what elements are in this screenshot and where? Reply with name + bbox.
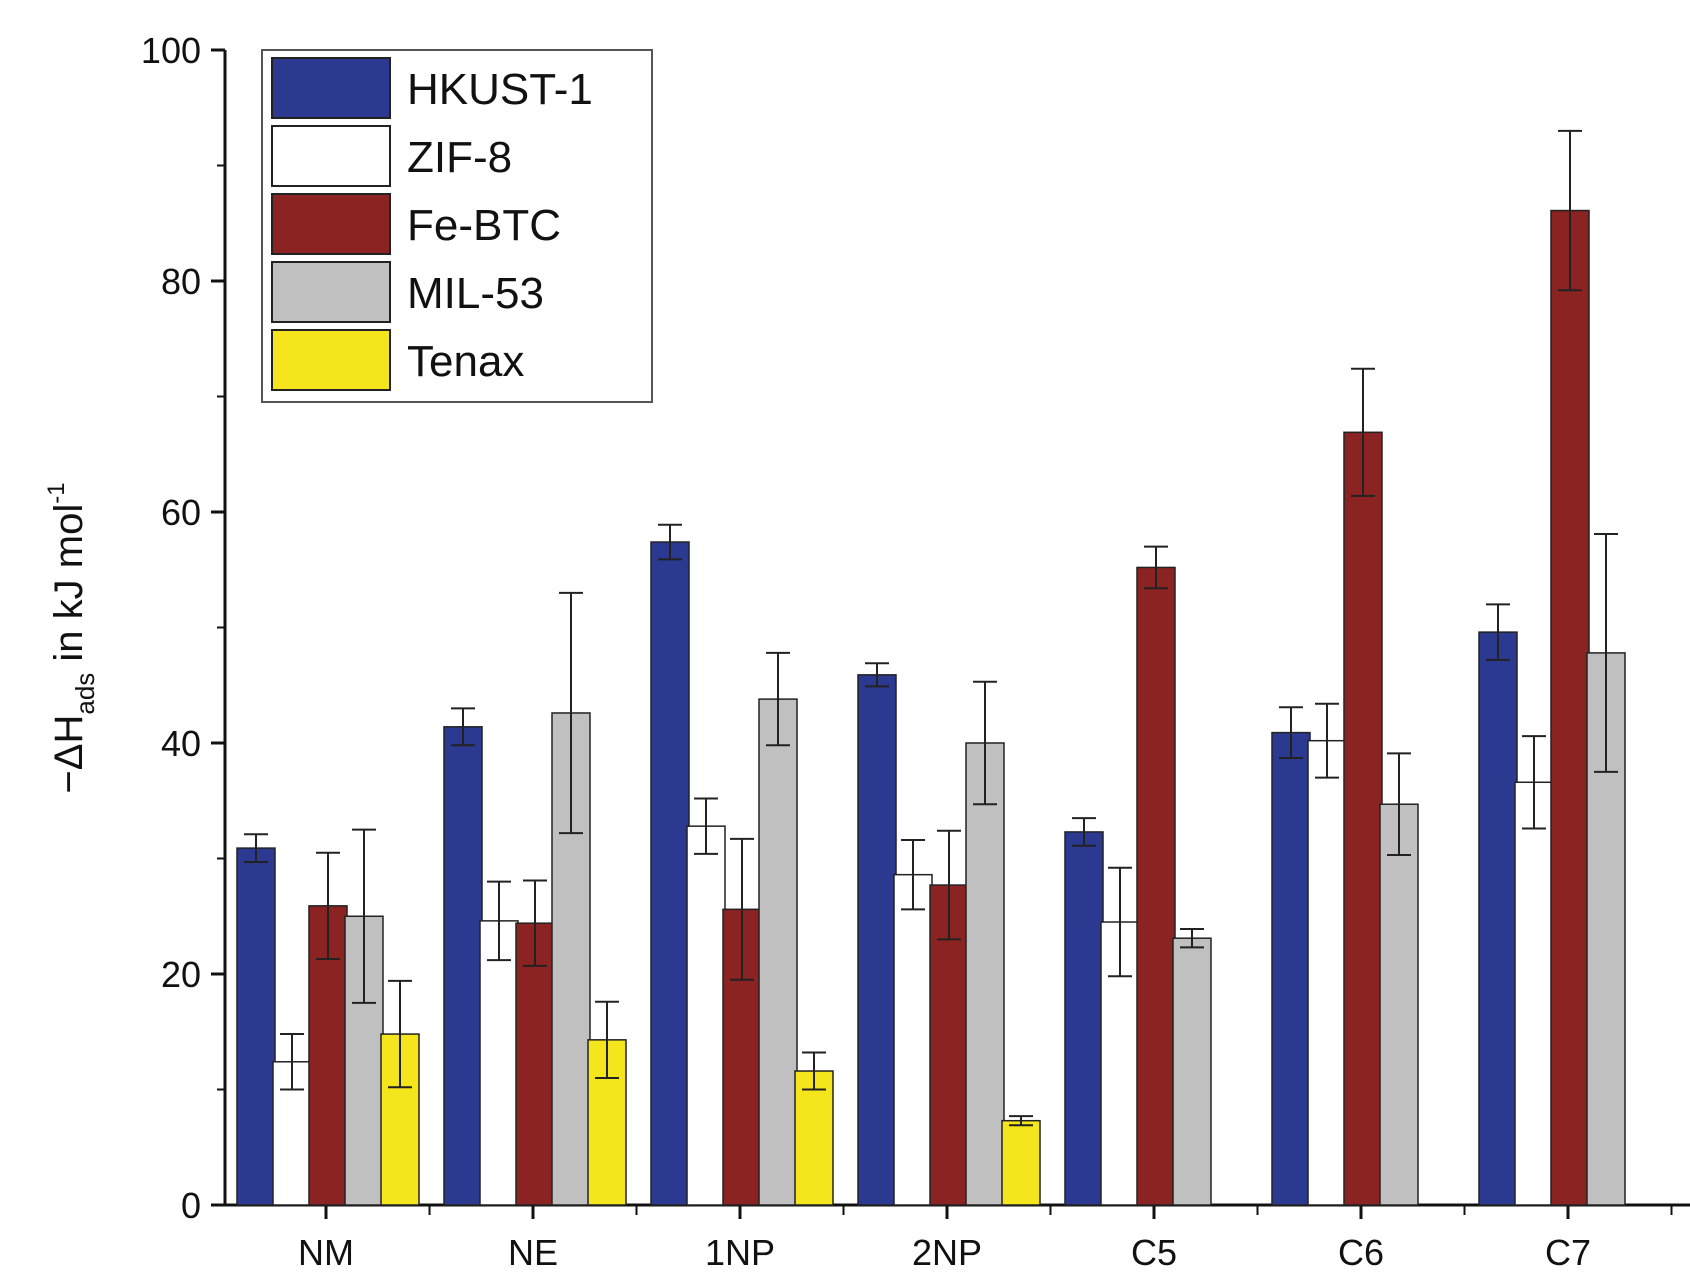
y-tick-label: 80 xyxy=(161,261,201,302)
bar xyxy=(794,1070,834,1206)
bar xyxy=(686,825,726,1206)
legend-swatch xyxy=(271,329,391,391)
x-tick-label: C6 xyxy=(1338,1232,1384,1273)
y-tick-label: 60 xyxy=(161,492,201,533)
legend-label: ZIF-8 xyxy=(407,133,512,182)
x-tick-label: 2NP xyxy=(912,1232,982,1273)
bar xyxy=(893,873,933,1206)
y-tick-label: 40 xyxy=(161,723,201,764)
bar xyxy=(1271,731,1311,1206)
legend-swatch xyxy=(271,57,391,119)
bar xyxy=(1136,566,1176,1206)
bar xyxy=(758,698,798,1206)
x-tick-label: NE xyxy=(508,1232,558,1273)
x-tick-label: 1NP xyxy=(705,1232,775,1273)
bar xyxy=(1172,937,1212,1206)
x-tick-label: C7 xyxy=(1545,1232,1591,1273)
x-tick-label: C5 xyxy=(1131,1232,1177,1273)
bar xyxy=(965,742,1005,1206)
bar xyxy=(1514,781,1554,1206)
bar xyxy=(443,726,483,1206)
plot-area: 0 20 40 60 80 100 NM NE 1NP 2NP C5 C6 C7 xyxy=(141,30,1690,1273)
legend-label: MIL-53 xyxy=(407,269,544,318)
bar xyxy=(479,920,519,1206)
y-axis-label: −ΔHads in kJ mol-1 xyxy=(43,482,100,793)
y-tick-label: 20 xyxy=(161,954,201,995)
legend-label: HKUST-1 xyxy=(407,65,593,114)
bar xyxy=(1307,739,1347,1206)
bar xyxy=(650,541,690,1206)
bar xyxy=(1550,209,1590,1206)
y-tick-label: 0 xyxy=(181,1185,201,1226)
bar xyxy=(1343,431,1383,1206)
bar xyxy=(1478,631,1518,1206)
legend-swatch xyxy=(271,193,391,255)
bar xyxy=(1100,921,1140,1206)
bar xyxy=(1064,831,1104,1206)
x-tick-label: NM xyxy=(298,1232,354,1273)
legend-label: Fe-BTC xyxy=(407,201,561,250)
bar xyxy=(515,922,555,1206)
bar xyxy=(236,847,276,1206)
bar xyxy=(1379,803,1419,1206)
bar xyxy=(1001,1119,1041,1206)
legend-swatch xyxy=(271,261,391,323)
legend-label: Tenax xyxy=(407,337,524,386)
bar xyxy=(857,674,897,1206)
legend: HKUST-1 ZIF-8 Fe-BTC MIL-53 Tenax xyxy=(261,49,653,403)
legend-swatch xyxy=(271,125,391,187)
y-tick-label: 100 xyxy=(141,30,201,71)
